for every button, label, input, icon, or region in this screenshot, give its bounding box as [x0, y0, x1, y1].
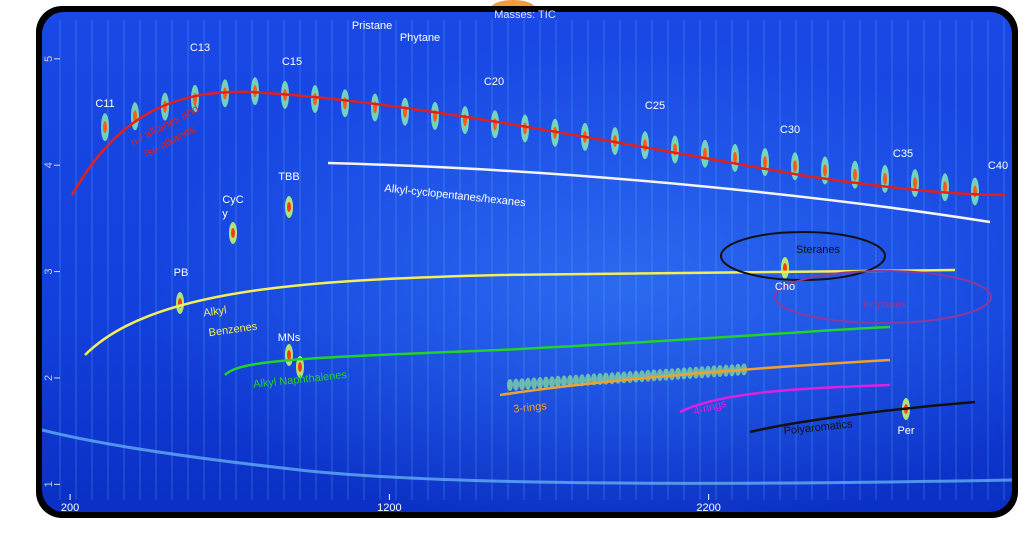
peak-core: [287, 350, 291, 360]
cluster: [531, 377, 537, 389]
page: Masses: TIC 200 1200 2200 1 2 3 4 5 C11 C13 C15 Pri…: [0, 0, 1026, 534]
peak-core: [853, 169, 857, 181]
cluster: [519, 378, 525, 390]
peak-core: [973, 186, 977, 198]
annotation: Hopanes: [863, 299, 908, 311]
y-tick-label: 1: [43, 481, 55, 487]
annotation: CyC: [222, 194, 243, 206]
cluster: [537, 377, 543, 389]
x-tick-label: 2200: [696, 502, 720, 514]
y-tick-label: 5: [43, 56, 55, 62]
annotation: C13: [190, 42, 210, 54]
peak-core: [231, 228, 235, 238]
peak-core: [643, 139, 647, 151]
annotation: C11: [95, 98, 114, 110]
x-tick-label: 1200: [377, 502, 401, 514]
annotation: C20: [484, 76, 504, 88]
peak-core: [313, 93, 317, 105]
peak-core: [913, 177, 917, 189]
peak-core: [287, 202, 291, 212]
cluster: [657, 369, 663, 381]
cluster: [639, 370, 645, 382]
annotation: C25: [645, 100, 665, 112]
cluster: [621, 371, 627, 383]
cluster: [633, 371, 639, 383]
cluster: [651, 369, 657, 381]
peak-core: [883, 173, 887, 185]
annotation: Cho: [775, 281, 795, 293]
annotation: Steranes: [796, 244, 841, 256]
cluster: [543, 377, 549, 389]
peak-core: [793, 160, 797, 172]
cluster: [645, 370, 651, 382]
peak-core: [763, 156, 767, 168]
y-tick-label: 2: [43, 375, 55, 381]
cluster: [549, 376, 555, 388]
y-tick-label: 3: [43, 269, 55, 275]
annotation: C15: [282, 56, 302, 68]
peak-core: [523, 123, 527, 135]
annotation: PB: [174, 267, 189, 279]
cluster: [627, 371, 633, 383]
annotation: y: [222, 208, 228, 220]
annotation: Phytane: [400, 32, 440, 44]
annotation: MNs: [278, 332, 301, 344]
annotation: Pristane: [352, 20, 392, 32]
annotation: C40: [988, 160, 1008, 172]
cluster: [525, 378, 531, 390]
annotation: C35: [893, 148, 913, 160]
y-tick-label: 4: [43, 162, 55, 168]
cluster: [513, 379, 519, 391]
peak-core: [298, 362, 302, 372]
annotation: C30: [780, 124, 800, 136]
cluster: [507, 379, 513, 391]
chart: Masses: TIC 200 1200 2200 1 2 3 4 5 C11 C13 C15 Pri…: [0, 0, 1026, 534]
x-tick-label: 200: [61, 502, 79, 514]
annotation: TBB: [278, 171, 299, 183]
peak-core: [823, 165, 827, 177]
peak-core: [103, 121, 107, 133]
chart-title: Masses: TIC: [494, 9, 556, 21]
plot-area: [42, 12, 1012, 512]
annotation: Per: [897, 425, 914, 437]
